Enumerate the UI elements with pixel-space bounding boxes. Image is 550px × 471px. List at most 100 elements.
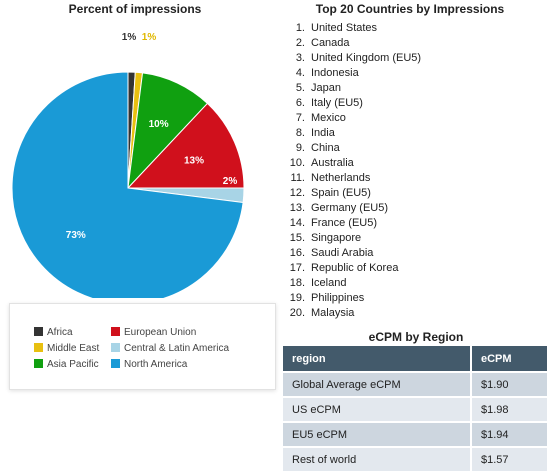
list-item: 5. Japan xyxy=(283,81,421,96)
legend-item-central-latin-america[interactable]: Central & Latin America xyxy=(111,342,229,356)
legend-label: Asia Pacific xyxy=(47,359,99,370)
list-item-number: 4. xyxy=(295,67,305,79)
column-header-region[interactable]: region xyxy=(283,346,471,372)
pie-data-label-asia-pacific: 10% xyxy=(149,119,169,130)
list-item-number: 3. xyxy=(295,52,305,64)
legend-swatch-central-latin-america xyxy=(111,342,120,352)
table-row: Global Average eCPM $1.90 xyxy=(283,371,547,397)
legend-item-asia-pacific[interactable]: Asia Pacific xyxy=(34,358,99,372)
legend-item-africa[interactable]: Africa xyxy=(34,326,73,340)
list-item: 12. Spain (EU5) xyxy=(283,186,421,201)
list-item: 4. Indonesia xyxy=(283,66,421,81)
cell-region: Global Average eCPM xyxy=(283,371,471,397)
pie-data-label-european-union: 13% xyxy=(184,155,204,166)
list-item: 2. Canada xyxy=(283,36,421,51)
list-item-country: Canada xyxy=(311,37,350,49)
pie-data-label-central-latin-america: 2% xyxy=(223,176,238,187)
legend-item-middle-east[interactable]: Middle East xyxy=(34,342,99,356)
cell-ecpm: $1.98 xyxy=(470,396,547,422)
legend-swatch-asia-pacific xyxy=(34,358,43,368)
legend-label: European Union xyxy=(124,327,197,338)
legend-label: North America xyxy=(124,359,188,370)
list-item-country: Republic of Korea xyxy=(311,262,399,274)
list-item-country: Malaysia xyxy=(311,307,355,319)
list-item: 17. Republic of Korea xyxy=(283,261,421,276)
list-item-number: 7. xyxy=(295,112,305,124)
list-item: 1. United States xyxy=(283,21,421,36)
ecpm-table-title: eCPM by Region xyxy=(368,330,464,344)
list-item: 18. Iceland xyxy=(283,276,421,291)
list-item-number: 13. xyxy=(289,202,305,214)
list-item-country: Netherlands xyxy=(311,172,371,184)
list-item: 8. India xyxy=(283,126,421,141)
list-item-number: 11. xyxy=(290,172,305,184)
list-item: 19. Philippines xyxy=(283,291,421,306)
legend-item-north-america[interactable]: North America xyxy=(111,358,187,372)
list-item: 10. Australia xyxy=(283,156,421,171)
list-item-country: Iceland xyxy=(311,277,347,289)
legend-label: Middle East xyxy=(47,343,100,354)
list-item-country: Spain (EU5) xyxy=(311,187,371,199)
countries-title: Top 20 Countries by Impressions xyxy=(315,2,505,16)
ecpm-table: region eCPM Global Average eCPM $1.90 US… xyxy=(283,346,547,471)
list-item-country: United Kingdom (EU5) xyxy=(311,52,422,64)
list-item-country: United States xyxy=(311,22,378,34)
list-item: 15. Singapore xyxy=(283,231,421,246)
list-item-country: Singapore xyxy=(311,232,362,244)
legend-label: Central & Latin America xyxy=(124,343,230,354)
pie-data-label-middle-east: 1% xyxy=(142,32,157,43)
list-item-country: Philippines xyxy=(311,292,365,304)
list-item-number: 5. xyxy=(295,82,305,94)
list-item-number: 18. xyxy=(289,277,305,289)
list-item-country: Australia xyxy=(311,157,354,169)
list-item-country: Saudi Arabia xyxy=(311,247,374,259)
legend-swatch-africa xyxy=(34,326,43,336)
legend-label: Africa xyxy=(47,327,73,338)
list-item-country: France (EU5) xyxy=(311,217,378,229)
list-item-country: Germany (EU5) xyxy=(311,202,389,214)
list-item-number: 16. xyxy=(289,247,305,259)
list-item-country: Italy (EU5) xyxy=(311,97,363,109)
list-item-number: 15. xyxy=(289,232,305,244)
pie-slice-asia-pacific[interactable] xyxy=(127,72,209,190)
list-item-number: 17. xyxy=(289,262,305,274)
table-row: Rest of world $1.57 xyxy=(283,446,547,471)
list-item-number: 12. xyxy=(289,187,305,199)
list-item-country: China xyxy=(311,142,340,154)
table-row: EU5 eCPM $1.94 xyxy=(283,421,547,447)
list-item: 11. Netherlands xyxy=(283,171,421,186)
list-item-country: India xyxy=(311,127,335,139)
legend-swatch-north-america xyxy=(111,358,120,368)
table-row: US eCPM $1.98 xyxy=(283,396,547,422)
pie-chart: 1% 1% 10% 13% 2% 73% xyxy=(11,32,245,298)
list-item: 7. Mexico xyxy=(283,111,421,126)
table-header-row: region eCPM xyxy=(283,346,547,372)
pie-chart-title: Percent of impressions xyxy=(68,2,202,16)
column-header-ecpm[interactable]: eCPM xyxy=(470,346,547,372)
list-item-number: 2. xyxy=(295,37,305,49)
pie-slice-north-america[interactable] xyxy=(11,71,244,298)
cell-ecpm: $1.90 xyxy=(470,371,547,397)
list-item-number: 1. xyxy=(295,22,305,34)
list-item-number: 19. xyxy=(289,292,305,304)
countries-list: 1. United States 2. Canada 3. United Kingdom … xyxy=(283,21,421,321)
list-item: 13. Germany (EU5) xyxy=(283,201,421,216)
legend-swatch-middle-east xyxy=(34,342,43,352)
list-item-number: 6. xyxy=(295,97,305,109)
list-item-number: 9. xyxy=(295,142,305,154)
legend-swatch-european-union xyxy=(111,326,120,336)
pie-legend: Africa European Union Middle East Centra… xyxy=(9,303,276,390)
list-item-number: 20. xyxy=(289,307,305,319)
pie-data-label-africa: 1% xyxy=(122,32,137,43)
list-item-country: Japan xyxy=(311,82,341,94)
list-item-country: Mexico xyxy=(311,112,346,124)
pie-slice-european-union[interactable] xyxy=(126,102,245,189)
cell-ecpm: $1.94 xyxy=(470,421,547,447)
list-item-number: 14. xyxy=(289,217,305,229)
cell-ecpm: $1.57 xyxy=(470,446,547,471)
list-item: 14. France (EU5) xyxy=(283,216,421,231)
list-item: 6. Italy (EU5) xyxy=(283,96,421,111)
list-item: 20. Malaysia xyxy=(283,306,421,321)
cell-region: Rest of world xyxy=(283,446,471,471)
legend-item-european-union[interactable]: European Union xyxy=(111,326,196,340)
